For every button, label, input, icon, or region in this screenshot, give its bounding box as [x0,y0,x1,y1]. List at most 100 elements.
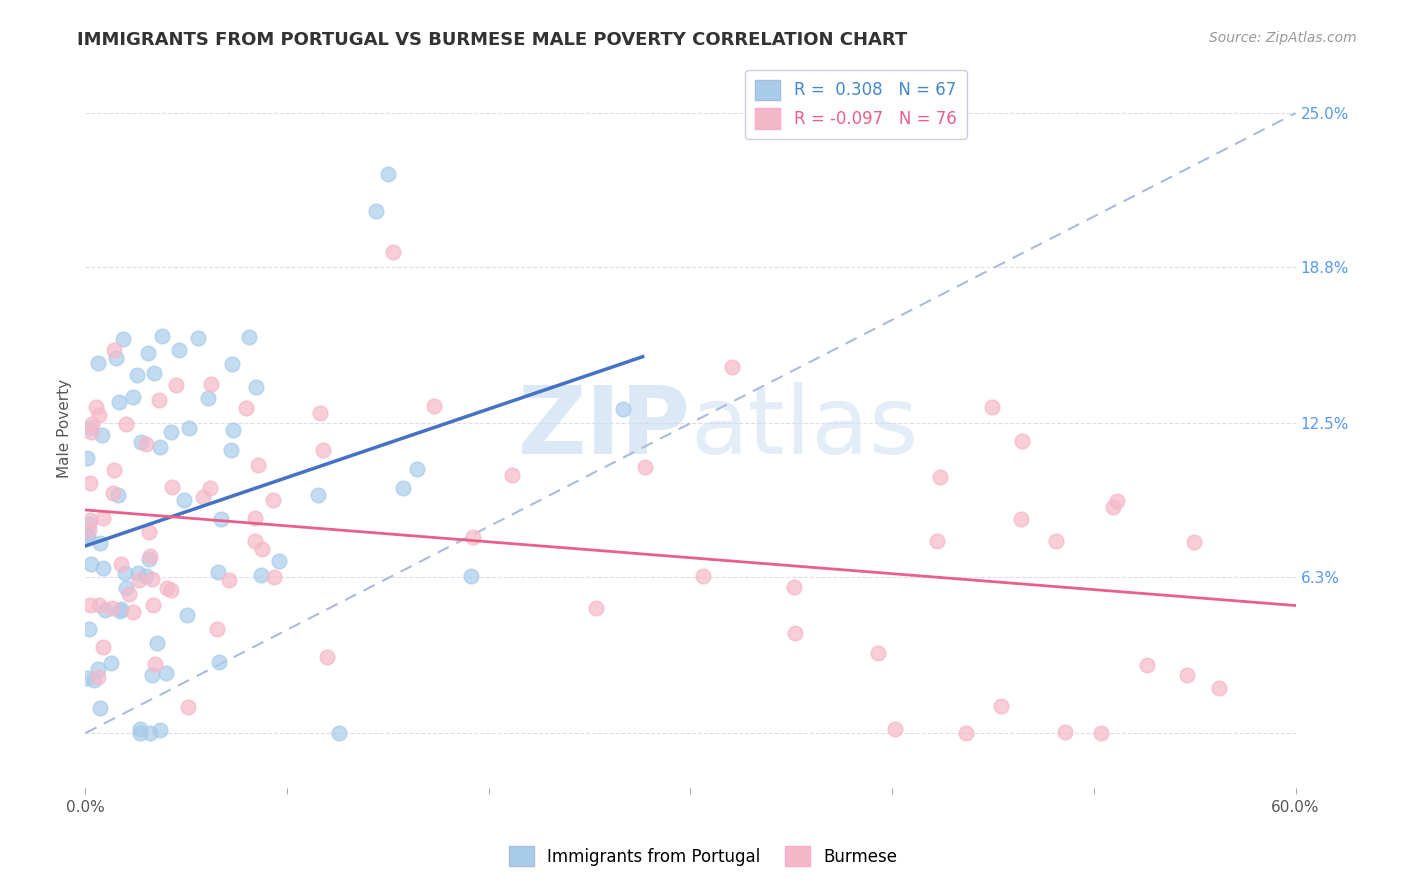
Point [250,567,273,582]
Point [141,573,163,587]
Point [925,533,948,548]
Point [501,468,523,483]
Point [1107,494,1129,508]
Point [118,587,141,601]
Point [91,428,114,442]
Point [221,357,243,371]
Point [156,581,179,595]
Point [103,463,125,477]
Point [141,668,163,682]
Point [460,569,482,583]
Point [87,356,110,370]
Point [245,380,267,394]
Point [423,399,446,413]
Point [122,605,145,619]
Point [169,343,191,357]
Point [243,511,266,525]
Point [366,203,388,218]
Point [307,488,329,502]
Point [990,698,1012,713]
Point [87,599,110,613]
Point [91,560,114,574]
Point [1090,726,1112,740]
Point [159,583,181,598]
Point [129,435,152,450]
Legend: R =  0.308   N = 67, R = -0.097   N = 76: R = 0.308 N = 67, R = -0.097 N = 76 [745,70,966,138]
Point [1182,535,1205,549]
Point [128,726,150,740]
Point [382,245,405,260]
Point [955,726,977,740]
Point [160,425,183,439]
Point [89,408,111,422]
Point [110,558,132,572]
Point [309,406,332,420]
Point [87,670,110,684]
Point [612,402,634,417]
Point [149,440,172,454]
Point [191,490,214,504]
Point [328,726,350,740]
Point [160,479,183,493]
Point [267,554,290,568]
Y-axis label: Male Poverty: Male Poverty [58,378,72,478]
Point [77,517,100,532]
Point [1208,681,1230,695]
Point [176,608,198,623]
Point [79,475,101,490]
Point [391,481,413,495]
Point [200,376,222,391]
Text: Source: ZipAtlas.com: Source: ZipAtlas.com [1209,31,1357,45]
Point [205,622,228,636]
Point [235,401,257,416]
Point [246,458,269,472]
Point [207,565,229,579]
Point [138,726,160,740]
Point [82,417,104,431]
Point [89,536,111,550]
Text: 0.0%: 0.0% [66,800,105,815]
Point [250,542,273,557]
Point [197,392,219,406]
Point [105,351,128,366]
Point [103,343,125,357]
Point [129,722,152,736]
Point [89,700,111,714]
Point [783,580,806,594]
Point [148,392,170,407]
Point [135,437,157,451]
Point [110,601,132,615]
Point [207,655,229,669]
Point [866,646,889,660]
Point [981,401,1004,415]
Point [176,700,198,714]
Point [86,662,108,676]
Point [94,603,117,617]
Point [115,581,138,595]
Point [83,673,105,687]
Point [187,331,209,345]
Point [84,401,107,415]
Point [377,167,399,181]
Point [173,493,195,508]
Point [463,530,485,544]
Point [1010,511,1032,525]
Point [142,598,165,612]
Point [76,528,98,542]
Point [405,462,427,476]
Point [785,626,807,640]
Point [136,346,159,360]
Point [721,359,744,374]
Point [1175,667,1198,681]
Point [80,557,103,571]
Point [103,486,125,500]
Point [121,390,143,404]
Point [79,421,101,435]
Text: ZIP: ZIP [517,382,690,475]
Text: atlas: atlas [690,382,918,475]
Point [150,329,173,343]
Point [77,529,100,543]
Point [138,525,160,540]
Point [79,513,101,527]
Point [114,566,136,580]
